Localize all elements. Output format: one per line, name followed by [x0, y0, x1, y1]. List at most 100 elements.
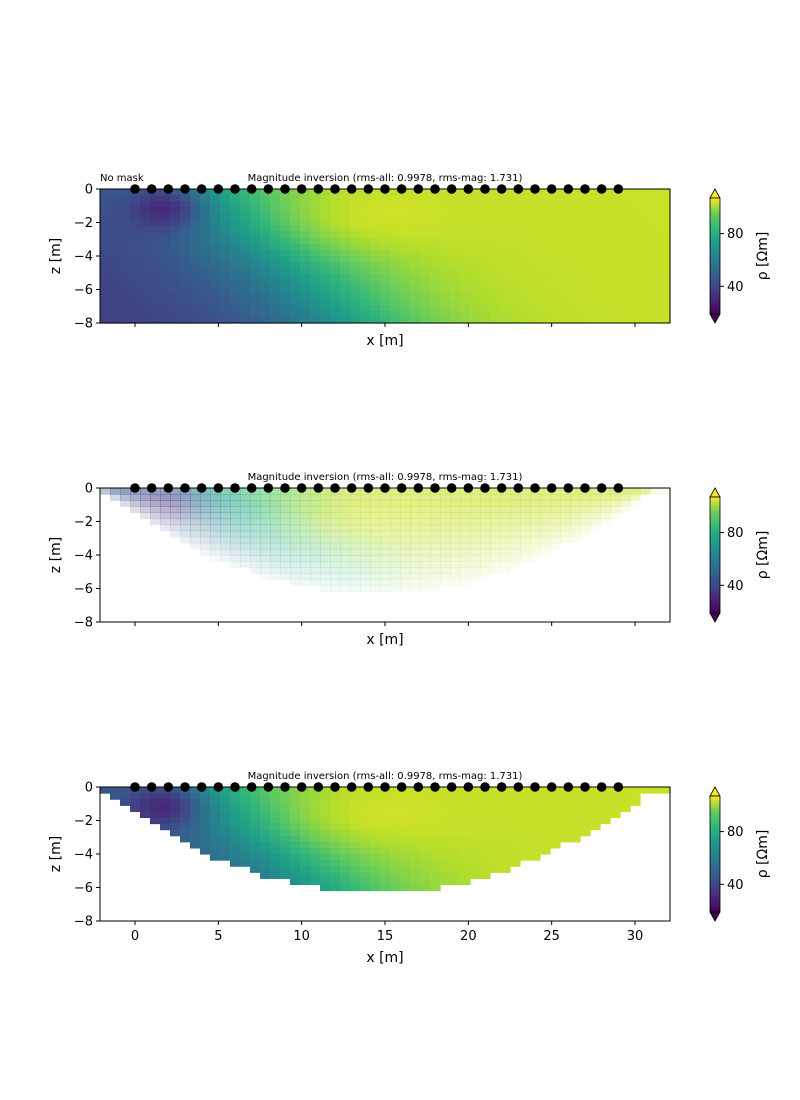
heatmap-cell — [300, 793, 311, 800]
heatmap-cell — [460, 316, 471, 324]
heatmap-cell — [600, 310, 611, 318]
heatmap-cell — [240, 860, 251, 867]
heatmap-cell — [250, 488, 261, 495]
heatmap-cell — [370, 585, 381, 593]
heatmap-cell — [250, 805, 261, 812]
heatmap-cell — [450, 512, 461, 520]
heatmap-cell — [200, 286, 211, 294]
heatmap-cell — [420, 274, 431, 281]
heatmap-cell — [370, 811, 381, 819]
heatmap-cell — [290, 847, 301, 855]
heatmap-cell — [450, 237, 461, 245]
heatmap-cell — [510, 298, 521, 306]
heatmap-cell — [510, 231, 521, 239]
heatmap-cell — [420, 506, 431, 513]
heatmap-cell — [300, 237, 311, 245]
heatmap-cell — [440, 524, 451, 532]
heatmap-cell — [510, 274, 521, 281]
heatmap-cell — [300, 518, 311, 526]
heatmap-cell — [100, 280, 111, 288]
heatmap-cell — [100, 274, 111, 281]
heatmap-cell — [170, 304, 181, 312]
heatmap-cell — [340, 872, 351, 879]
heatmap-cell — [290, 231, 301, 239]
heatmap-cell — [200, 835, 211, 843]
heatmap-cell — [480, 530, 491, 538]
heatmap-cell — [470, 488, 481, 495]
heatmap-cell — [560, 817, 571, 825]
heatmap-cell — [410, 280, 421, 288]
heatmap-cell — [320, 500, 331, 507]
heatmap-cell — [430, 298, 441, 306]
heatmap-cell — [660, 268, 671, 275]
heatmap-cell — [300, 225, 311, 233]
heatmap-cell — [420, 530, 431, 538]
heatmap-cell — [600, 805, 611, 812]
heatmap-cell — [430, 799, 441, 806]
heatmap-cell — [650, 256, 661, 263]
heatmap-cell — [380, 841, 391, 849]
heatmap-cell — [520, 195, 531, 202]
heatmap-cell — [210, 524, 221, 532]
colorbar-tick-label: 80 — [727, 825, 744, 840]
heatmap-cell — [280, 195, 291, 202]
heatmap-cell — [400, 286, 411, 294]
heatmap-cell — [240, 195, 251, 202]
heatmap-cell — [320, 506, 331, 513]
heatmap-cell — [560, 506, 571, 513]
heatmap-cell — [310, 213, 321, 221]
heatmap-cell — [360, 860, 371, 867]
heatmap-cell — [500, 555, 511, 562]
heatmap-cell — [630, 292, 641, 300]
heatmap-cell — [630, 249, 641, 257]
heatmap-cell — [390, 488, 401, 495]
heatmap-cell — [400, 500, 411, 507]
heatmap-cell — [580, 512, 591, 520]
heatmap-cell — [110, 304, 121, 312]
heatmap-cell — [650, 243, 661, 251]
heatmap-cell — [400, 793, 411, 800]
heatmap-cell — [540, 298, 551, 306]
colorbar-tick-label: 80 — [727, 526, 744, 541]
heatmap-cell — [390, 189, 401, 196]
heatmap-cell — [410, 231, 421, 239]
heatmap-cell — [410, 249, 421, 257]
heatmap-cell — [650, 310, 661, 318]
heatmap-cell — [130, 237, 141, 245]
electrode-point — [446, 483, 457, 493]
heatmap-cell — [360, 548, 371, 556]
heatmap-cell — [530, 548, 541, 556]
heatmap-cell — [310, 579, 321, 587]
heatmap-cell — [160, 237, 171, 245]
heatmap-cell — [350, 811, 361, 819]
electrode-point — [496, 782, 507, 792]
heatmap-cell — [500, 286, 511, 294]
heatmap-cell — [330, 310, 341, 318]
heatmap-cell — [520, 286, 531, 294]
heatmap-cell — [470, 817, 481, 825]
heatmap-cell — [150, 805, 161, 812]
heatmap-cell — [250, 207, 261, 214]
heatmap-cell — [350, 530, 361, 538]
heatmap-cell — [140, 207, 151, 214]
heatmap-cell — [450, 542, 461, 550]
panel-2-xlabel: x [m] — [366, 632, 403, 648]
heatmap-cell — [340, 835, 351, 843]
heatmap-cell — [250, 262, 261, 269]
heatmap-cell — [280, 530, 291, 538]
heatmap-cell — [660, 219, 671, 227]
heatmap-cell — [530, 201, 541, 208]
heatmap-cell — [500, 207, 511, 214]
electrode-point — [596, 184, 607, 194]
heatmap-cell — [290, 536, 301, 544]
heatmap-cell — [360, 524, 371, 532]
heatmap-cell — [650, 262, 661, 269]
heatmap-cell — [180, 298, 191, 306]
heatmap-cell — [310, 280, 321, 288]
heatmap-cell — [270, 237, 281, 245]
heatmap-cell — [260, 506, 271, 513]
heatmap-cell — [310, 518, 321, 526]
heatmap-cell — [360, 841, 371, 849]
heatmap-cell — [510, 262, 521, 269]
heatmap-cell — [130, 316, 141, 324]
